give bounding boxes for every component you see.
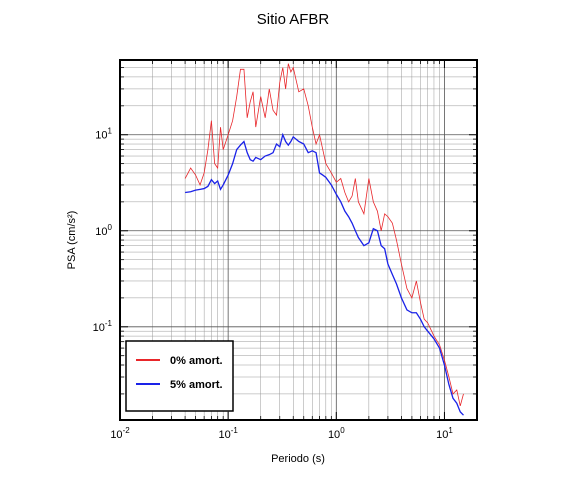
tick-label-base: 10: [95, 130, 107, 142]
tick-label: 101: [436, 426, 453, 441]
tick-label-base: 10: [436, 429, 448, 441]
legend-label: 0% amort.: [170, 355, 223, 367]
legend-label: 5% amort.: [170, 379, 223, 391]
tick-label-base: 10: [93, 322, 105, 334]
series-line: [184, 63, 464, 407]
tick-label-power: 0: [108, 223, 113, 232]
tick-label-base: 10: [218, 429, 230, 441]
tick-label: 10-1: [93, 319, 113, 334]
tick-label-power: -1: [105, 319, 113, 328]
tick-label: 10-1: [218, 426, 238, 441]
tick-label-power: 0: [340, 426, 345, 435]
x-axis-label: Periodo (s): [271, 453, 325, 465]
tick-label: 100: [95, 223, 112, 238]
tick-label: 100: [328, 426, 345, 441]
tick-label: 10-2: [110, 426, 130, 441]
tick-label-base: 10: [110, 429, 122, 441]
series-line: [185, 132, 464, 416]
tick-label-power: -2: [123, 426, 131, 435]
tick-label-power: -1: [231, 426, 239, 435]
tick-label: 101: [95, 127, 112, 142]
tick-label-base: 10: [328, 429, 340, 441]
tick-label-power: 1: [448, 426, 453, 435]
legend-box: [125, 340, 234, 412]
y-axis-label: PSA (cm/s²): [66, 211, 78, 270]
tick-label-base: 10: [95, 226, 107, 238]
tick-label-power: 1: [108, 127, 113, 136]
plot-frame: [119, 59, 478, 421]
chart-title: Sitio AFBR: [257, 11, 330, 28]
